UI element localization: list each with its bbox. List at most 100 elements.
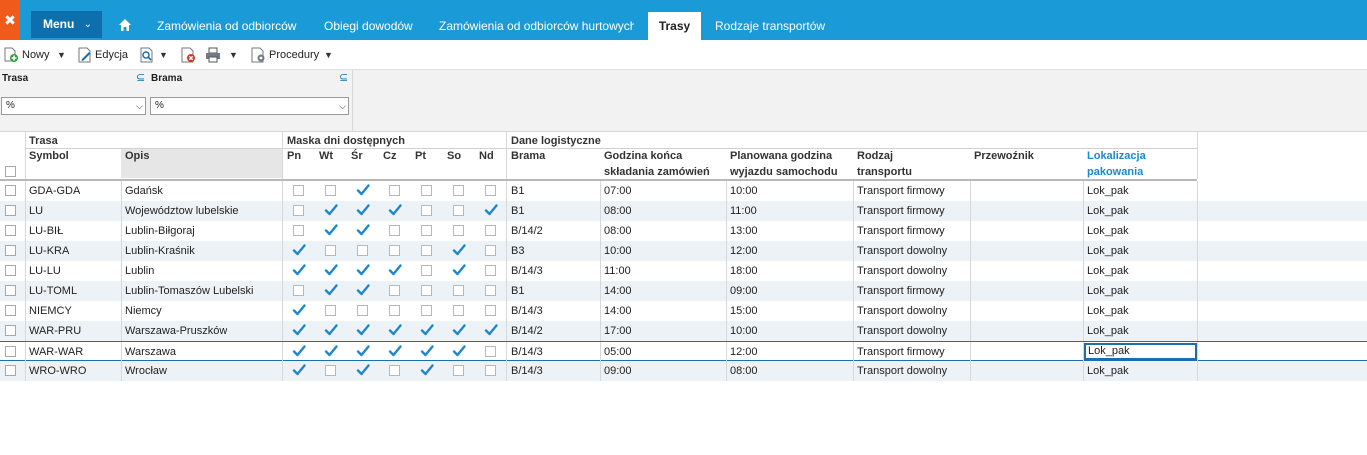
print-dropdown-icon[interactable]: ▼ — [229, 50, 238, 60]
column-header-description[interactable]: Opis — [125, 150, 150, 162]
column-header-transport-type[interactable]: Rodzaj — [857, 150, 894, 162]
day-checkbox-tue[interactable] — [325, 185, 336, 196]
day-checkbox-sun[interactable] — [485, 305, 496, 316]
row-checkbox[interactable] — [5, 225, 16, 236]
day-checkbox-wed[interactable] — [356, 184, 370, 196]
column-header-gate[interactable]: Brama — [511, 150, 546, 162]
edit-button[interactable]: Edycja — [95, 49, 129, 61]
row-checkbox[interactable] — [5, 285, 16, 296]
day-checkbox-sat[interactable] — [453, 365, 464, 376]
menu-button[interactable]: Menu ⌄ — [31, 11, 102, 38]
day-checkbox-wed[interactable] — [356, 364, 370, 376]
table-row[interactable]: LU-KRA Lublin-Kraśnik B3 10:00 12:00 Transpor… — [0, 241, 1367, 261]
day-checkbox-sat[interactable] — [453, 225, 464, 236]
tab-customer-orders[interactable]: Zamówienia od odbiorców — [157, 19, 297, 33]
day-checkbox-sat[interactable] — [452, 264, 466, 276]
day-checkbox-mon[interactable] — [292, 264, 306, 276]
table-row[interactable]: LU-LU Lublin B/14/3 11:00 18:00 Transport dow… — [0, 261, 1367, 281]
day-checkbox-fri[interactable] — [421, 305, 432, 316]
day-checkbox-thu[interactable] — [388, 324, 402, 336]
table-row[interactable]: WRO-WRO Wrocław B/14/3 09:00 08:00 Transport … — [0, 361, 1367, 381]
day-checkbox-thu[interactable] — [388, 264, 402, 276]
day-checkbox-sun[interactable] — [485, 245, 496, 256]
row-checkbox[interactable] — [5, 305, 16, 316]
day-checkbox-mon[interactable] — [292, 345, 306, 357]
day-checkbox-sat[interactable] — [452, 345, 466, 357]
day-checkbox-mon[interactable] — [292, 364, 306, 376]
column-header-departure-line2[interactable]: wyjazdu samochodu — [730, 166, 838, 178]
day-checkbox-fri[interactable] — [421, 285, 432, 296]
day-checkbox-wed[interactable] — [356, 345, 370, 357]
procedures-dropdown-icon[interactable]: ▼ — [324, 50, 333, 60]
new-button[interactable]: Nowy — [22, 49, 50, 61]
day-checkbox-thu[interactable] — [389, 245, 400, 256]
day-checkbox-fri[interactable] — [421, 245, 432, 256]
day-checkbox-thu[interactable] — [389, 305, 400, 316]
day-checkbox-sat[interactable] — [452, 324, 466, 336]
day-checkbox-tue[interactable] — [324, 284, 338, 296]
tab-routes[interactable]: Trasy — [648, 12, 701, 40]
day-checkbox-fri[interactable] — [421, 205, 432, 216]
day-checkbox-wed[interactable] — [356, 284, 370, 296]
procedures-icon[interactable] — [250, 47, 266, 63]
gate-filter-select[interactable]: % ⌵ — [150, 97, 349, 115]
gate-filter-mode-icon[interactable]: ⊆ — [339, 72, 349, 84]
tab-wholesale-orders[interactable]: Zamówienia od odbiorców hurtowych — [439, 19, 634, 33]
day-checkbox-sun[interactable] — [485, 365, 496, 376]
table-row[interactable]: GDA-GDA Gdańsk B1 07:00 10:00 Transport firmo… — [0, 181, 1367, 201]
day-checkbox-thu[interactable] — [389, 285, 400, 296]
row-checkbox[interactable] — [5, 205, 16, 216]
day-checkbox-wed[interactable] — [357, 305, 368, 316]
day-checkbox-sun[interactable] — [485, 225, 496, 236]
day-checkbox-fri[interactable] — [420, 324, 434, 336]
column-header-packing-location-line2[interactable]: pakowania — [1087, 166, 1144, 178]
day-checkbox-thu[interactable] — [388, 345, 402, 357]
day-checkbox-tue[interactable] — [324, 224, 338, 236]
day-checkbox-fri[interactable] — [421, 185, 432, 196]
day-checkbox-mon[interactable] — [293, 185, 304, 196]
column-header-symbol[interactable]: Symbol — [29, 150, 69, 162]
app-logo-icon[interactable]: ✖ — [0, 0, 20, 40]
route-filter-mode-icon[interactable]: ⊆ — [136, 72, 146, 84]
day-checkbox-sat[interactable] — [453, 285, 464, 296]
day-checkbox-sat[interactable] — [452, 244, 466, 256]
new-document-icon[interactable] — [3, 47, 19, 63]
table-row[interactable]: WAR-WAR Warszawa B/14/3 05:00 12:00 Transport… — [0, 341, 1367, 362]
row-checkbox[interactable] — [5, 365, 16, 376]
day-checkbox-thu[interactable] — [388, 204, 402, 216]
day-checkbox-mon[interactable] — [292, 324, 306, 336]
tab-transport-types[interactable]: Rodzaje transportów — [715, 19, 826, 33]
row-checkbox[interactable] — [5, 245, 16, 256]
column-header-sun[interactable]: Nd — [479, 150, 494, 162]
day-checkbox-sun[interactable] — [484, 204, 498, 216]
row-checkbox[interactable] — [5, 185, 16, 196]
day-checkbox-sun[interactable] — [485, 346, 496, 357]
table-row[interactable]: NIEMCY Niemcy B/14/3 14:00 15:00 Transport do… — [0, 301, 1367, 321]
day-checkbox-tue[interactable] — [324, 204, 338, 216]
route-filter-select[interactable]: % ⌵ — [1, 97, 146, 115]
row-checkbox[interactable] — [5, 346, 16, 357]
procedures-button[interactable]: Procedury — [269, 49, 320, 61]
day-checkbox-sun[interactable] — [484, 324, 498, 336]
day-checkbox-sat[interactable] — [453, 305, 464, 316]
day-checkbox-sun[interactable] — [485, 285, 496, 296]
day-checkbox-mon[interactable] — [292, 244, 306, 256]
table-row[interactable]: WAR-PRU Warszawa-Pruszków B/14/2 17:00 10:00… — [0, 321, 1367, 341]
day-checkbox-fri[interactable] — [420, 364, 434, 376]
packing-location-input[interactable]: Lok_pak — [1084, 343, 1197, 360]
day-checkbox-sun[interactable] — [485, 185, 496, 196]
day-checkbox-fri[interactable] — [420, 345, 434, 357]
day-checkbox-wed[interactable] — [356, 204, 370, 216]
day-checkbox-wed[interactable] — [356, 264, 370, 276]
day-checkbox-tue[interactable] — [324, 345, 338, 357]
day-checkbox-thu[interactable] — [389, 365, 400, 376]
column-header-fri[interactable]: Pt — [415, 150, 426, 162]
column-header-mon[interactable]: Pn — [287, 150, 302, 162]
column-header-departure[interactable]: Planowana godzina — [730, 150, 833, 162]
day-checkbox-tue[interactable] — [324, 264, 338, 276]
day-checkbox-tue[interactable] — [324, 324, 338, 336]
day-checkbox-fri[interactable] — [421, 225, 432, 236]
day-checkbox-thu[interactable] — [389, 185, 400, 196]
tab-document-flows[interactable]: Obiegi dowodów — [324, 19, 413, 33]
row-checkbox[interactable] — [5, 265, 16, 276]
